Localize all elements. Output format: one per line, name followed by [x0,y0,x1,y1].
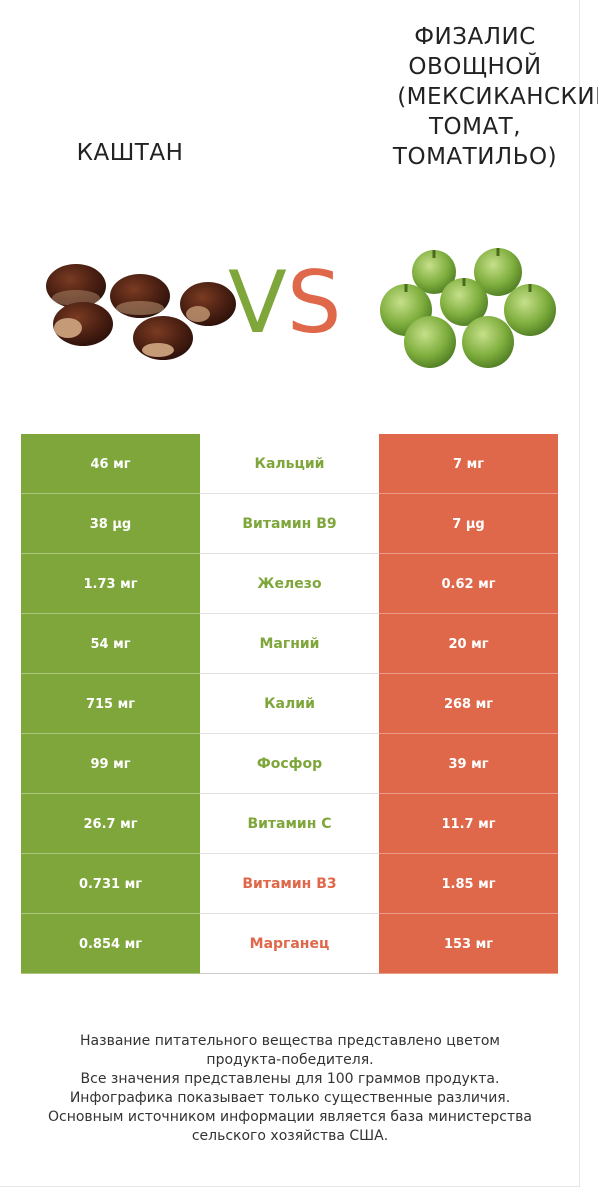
footer-line: сельского хозяйства США. [191,1128,389,1144]
right-value-cell: 7 µg [379,494,558,554]
left-value-cell: 38 µg [21,494,200,554]
table-row: 38 µg Витамин B9 7 µg [21,494,558,554]
tomatillos-image [380,248,556,368]
right-title-line: (МЕКСИКАНСКИЙ [397,84,598,110]
nutrient-name-cell: Калий [200,674,379,734]
table-row: 54 мг Магний 20 мг [21,614,558,674]
nutrient-name-cell: Витамин C [200,794,379,854]
left-value-cell: 0.854 мг [21,914,200,974]
table-row: 715 мг Калий 268 мг [21,674,558,734]
nutrient-name-cell: Кальций [200,434,379,494]
comparison-table: 46 мг Кальций 7 мг 38 µg Витамин B9 7 µg 1.73 … [21,434,558,974]
left-value-cell: 26.7 мг [21,794,200,854]
right-value-cell: 20 мг [379,614,558,674]
right-value-cell: 1.85 мг [379,854,558,914]
left-value-cell: 99 мг [21,734,200,794]
vs-s-letter: S [286,253,342,353]
footer-line: продукта-победителя. [206,1052,374,1068]
table-row: 26.7 мг Витамин C 11.7 мг [21,794,558,854]
nutrient-name-cell: Марганец [200,914,379,974]
left-value-cell: 715 мг [21,674,200,734]
table-row: 99 мг Фосфор 39 мг [21,734,558,794]
right-title-line: ТОМАТ, [428,114,522,140]
nutrient-name-cell: Фосфор [200,734,379,794]
nutrient-name-cell: Железо [200,554,379,614]
footer-line: Инфографика показывает только существенн… [69,1090,511,1106]
right-value-cell: 7 мг [379,434,558,494]
vs-v-letter: V [228,253,287,353]
left-value-cell: 0.731 мг [21,854,200,914]
right-value-cell: 11.7 мг [379,794,558,854]
table-row: 0.854 мг Марганец 153 мг [21,914,558,974]
right-product-title: ФИЗАЛИС ОВОЩНОЙ (МЕКСИКАНСКИЙ ТОМАТ, ТОМ… [350,22,598,172]
footer-line: Название питательного вещества представл… [80,1033,500,1049]
nutrient-name-cell: Витамин B9 [200,494,379,554]
nutrient-name-cell: Магний [200,614,379,674]
right-title-line: ОВОЩНОЙ [408,54,542,80]
footer-line: Основным источником информации является … [48,1109,532,1125]
chestnuts-image [46,264,236,360]
left-value-cell: 1.73 мг [21,554,200,614]
table-row: 1.73 мг Железо 0.62 мг [21,554,558,614]
right-title-line: ФИЗАЛИС [414,24,536,50]
right-value-cell: 0.62 мг [379,554,558,614]
left-product-title: КАШТАН [76,140,184,166]
table-row: 46 мг Кальций 7 мг [21,434,558,494]
right-title-line: ТОМАТИЛЬО) [392,144,558,170]
table-row: 0.731 мг Витамин B3 1.85 мг [21,854,558,914]
vs-label: VS [228,258,341,348]
right-value-cell: 153 мг [379,914,558,974]
footer-notes: Название питательного вещества представл… [0,1032,580,1146]
left-value-cell: 54 мг [21,614,200,674]
left-value-cell: 46 мг [21,434,200,494]
infographic-frame [0,0,580,1187]
nutrient-name-cell: Витамин B3 [200,854,379,914]
footer-line: Все значения представлены для 100 граммо… [80,1071,500,1087]
right-value-cell: 39 мг [379,734,558,794]
right-value-cell: 268 мг [379,674,558,734]
